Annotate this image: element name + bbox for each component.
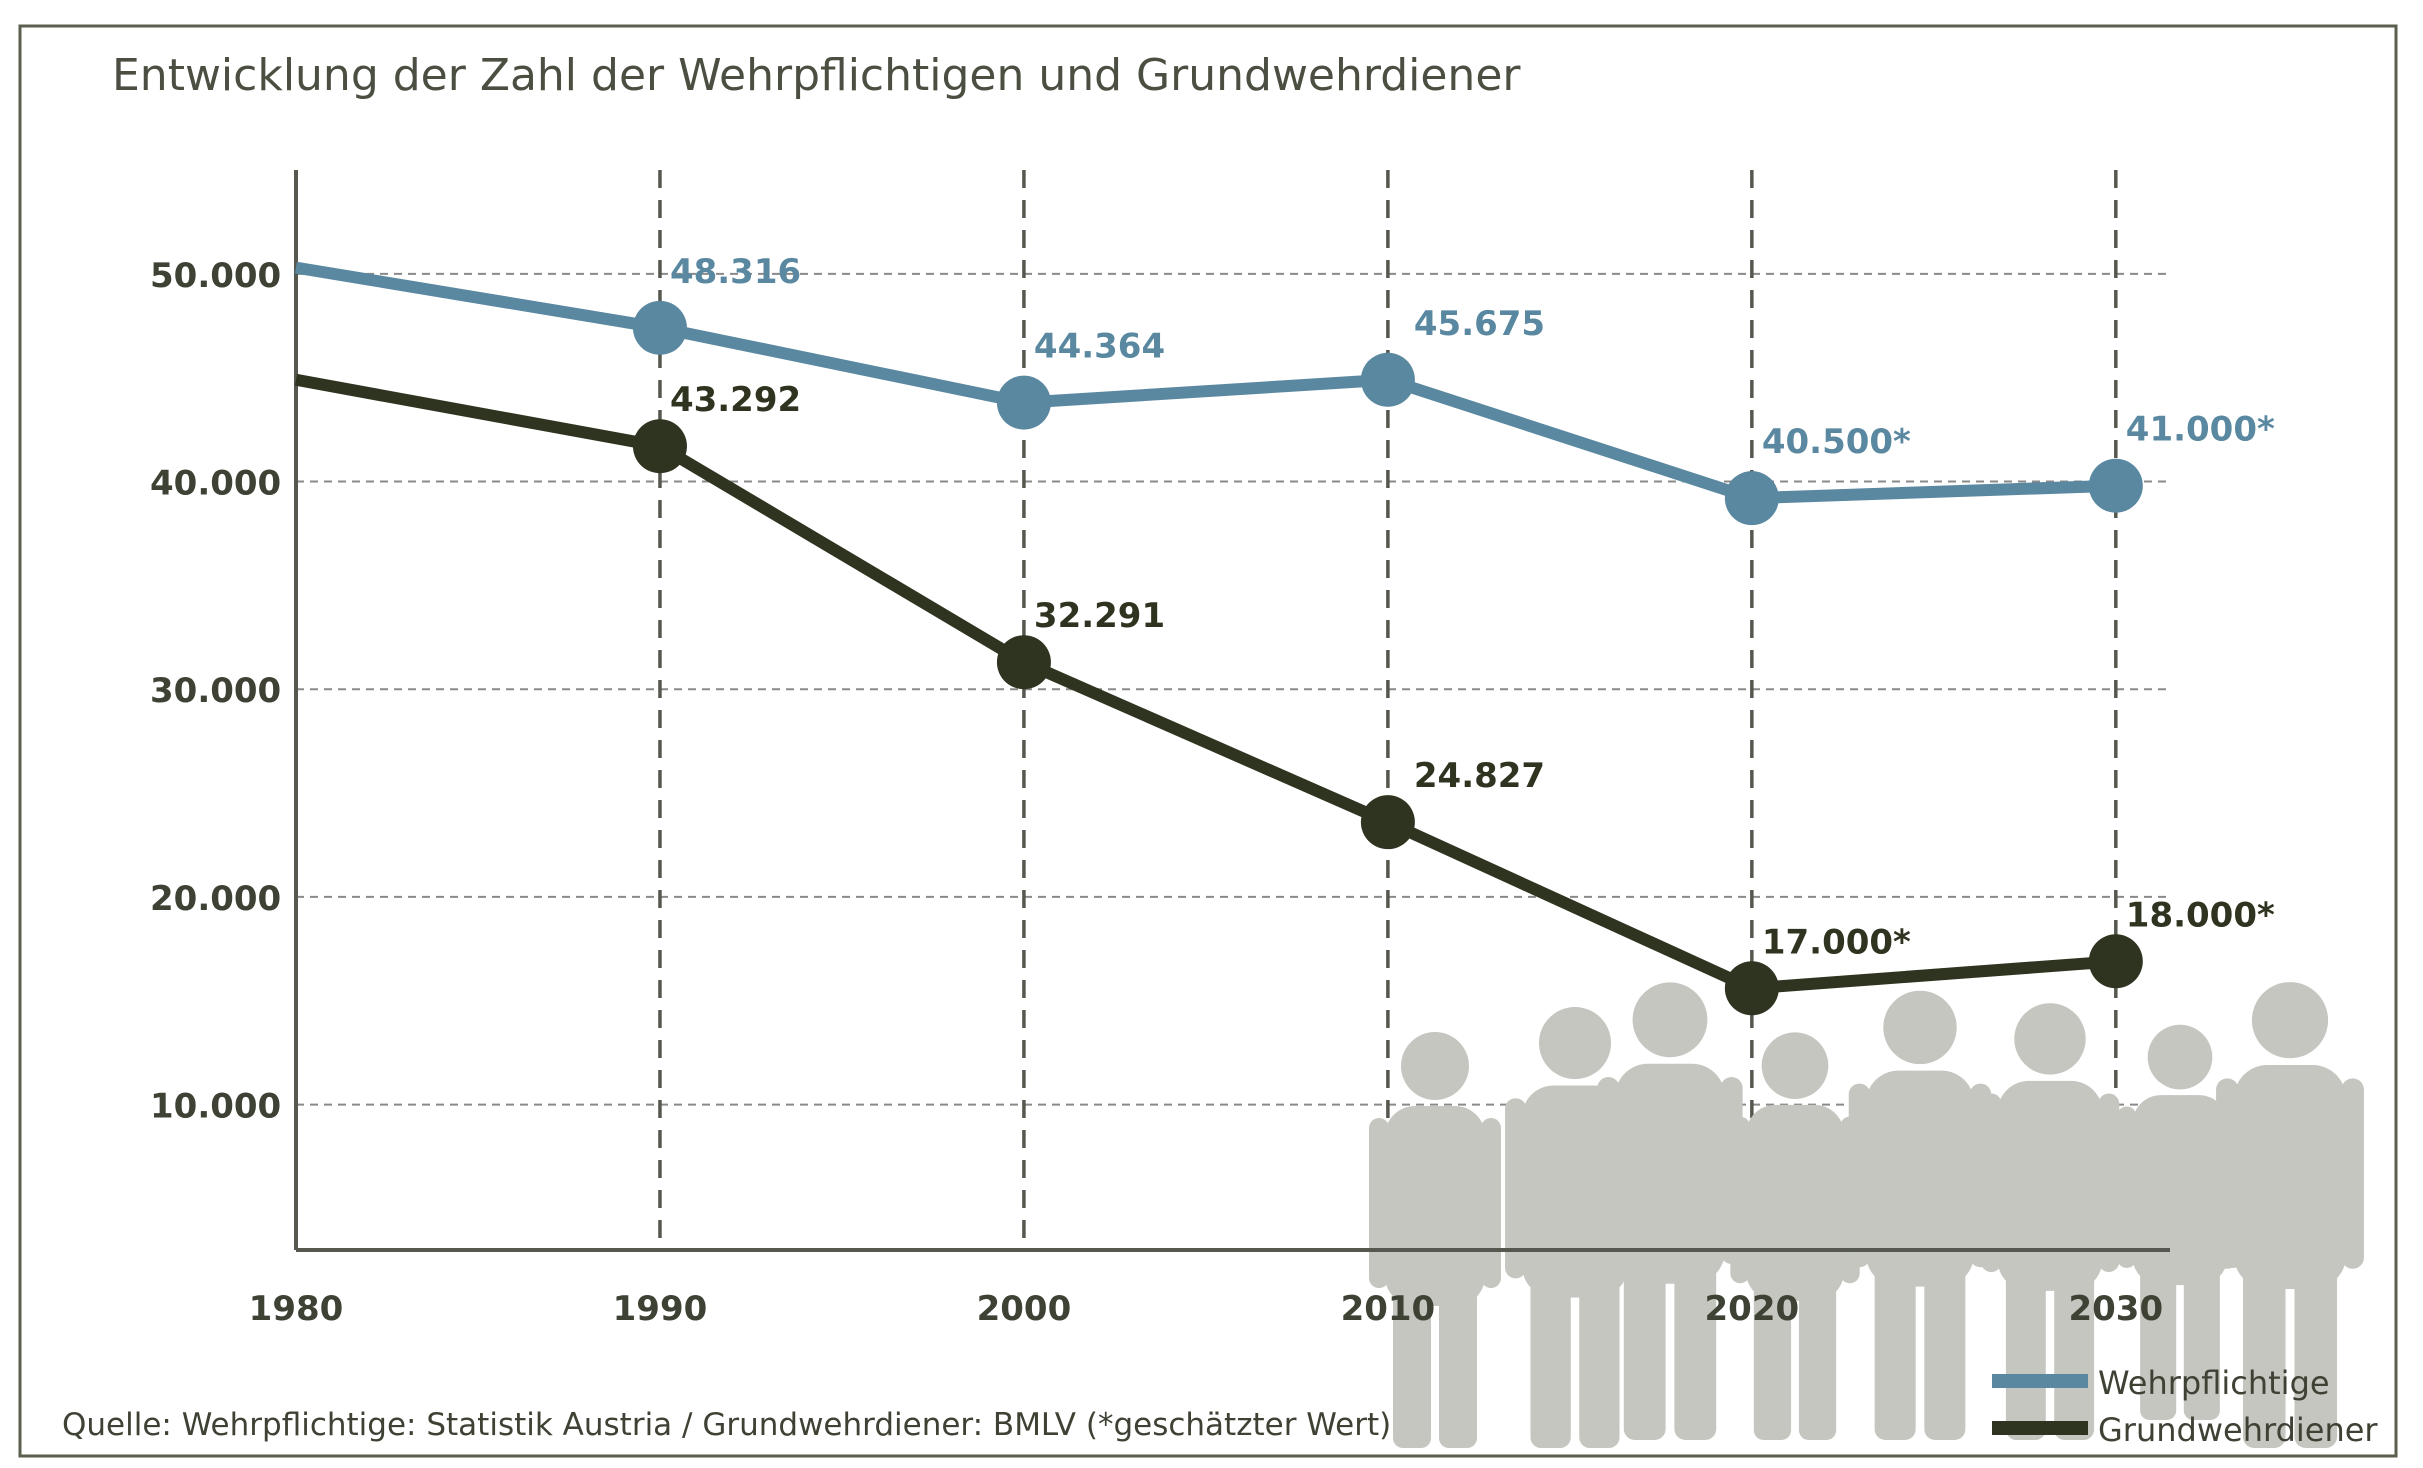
x-tick-label: 2000 (977, 1289, 1072, 1329)
data-value-label: 43.292 (670, 380, 801, 420)
source-note: Quelle: Wehrpflichtige: Statistik Austri… (62, 1407, 1391, 1443)
person-leg (2242, 1257, 2286, 1448)
y-tick-label: 50.000 (150, 256, 281, 296)
legend: Wehrpflichtige Grundwehrdiener (1992, 1364, 2378, 1449)
person-torso (2132, 1095, 2228, 1286)
person-leg (2183, 1258, 2220, 1420)
person-head (2147, 1024, 2213, 1090)
person-torso (1746, 1104, 1844, 1301)
axis-layer: 10.000 20.000 30.000 40.000 50.000 1980 1990 20… (150, 170, 2170, 1329)
person-torso (1385, 1106, 1485, 1306)
person-silhouette (2216, 982, 2364, 1448)
series-line-grundwehrdiener (294, 373, 2117, 995)
person-head (1538, 1007, 1612, 1080)
person-arm (2216, 1078, 2239, 1269)
person-head (2014, 1003, 2086, 1075)
person-leg (2054, 1261, 2095, 1440)
person-arm (1848, 1083, 1871, 1268)
person-arm (1481, 1118, 1501, 1288)
data-point-marker (996, 375, 1051, 430)
person-arm (2098, 1093, 2120, 1272)
person-torso (1866, 1070, 1974, 1287)
person-leg (2005, 1261, 2046, 1440)
data-value-label: 24.827 (1414, 756, 1545, 796)
person-arm (2341, 1078, 2364, 1269)
x-tick-label: 1990 (613, 1289, 708, 1329)
person-arm (1505, 1098, 1527, 1279)
data-value-label: 48.316 (670, 252, 801, 292)
y-tick-label: 30.000 (150, 671, 281, 711)
person-arm (1597, 1077, 1620, 1264)
data-label-layer: 48.316 44.364 45.675 40.500* 41.000* 43.292 32… (670, 252, 2275, 962)
person-leg (2294, 1257, 2338, 1448)
person-torso (2234, 1064, 2346, 1289)
grid-layer (296, 170, 2170, 1250)
x-tick-label: 2020 (1705, 1289, 1800, 1329)
person-leg (1924, 1256, 1966, 1440)
legend-label-wehrpflichtige: Wehrpflichtige (2098, 1364, 2330, 1402)
people-silhouettes (1369, 982, 2364, 1448)
person-head (2251, 982, 2329, 1059)
person-torso (1997, 1080, 2103, 1291)
person-head (1761, 1032, 1829, 1099)
x-tick-label: 1980 (249, 1289, 344, 1329)
data-value-label: 41.000* (2126, 410, 2275, 450)
legend-label-grundwehrdiener: Grundwehrdiener (2098, 1411, 2378, 1449)
person-leg (1393, 1278, 1431, 1448)
person-silhouette (1980, 1003, 2120, 1440)
person-silhouette (1369, 1032, 1501, 1448)
data-point-marker (1724, 961, 1779, 1016)
person-arm (1980, 1093, 2002, 1272)
y-tick-label: 40.000 (150, 464, 281, 504)
data-point-marker (1360, 352, 1415, 407)
data-value-label: 45.675 (1414, 304, 1545, 344)
data-value-label: 18.000* (2126, 895, 2275, 935)
data-point-marker (1724, 471, 1779, 526)
data-point-marker (2088, 458, 2143, 513)
y-tick-label: 10.000 (150, 1087, 281, 1127)
person-leg (1530, 1267, 1571, 1448)
data-point-marker (632, 419, 687, 474)
person-torso (1615, 1063, 1725, 1284)
data-point-marker (632, 300, 687, 355)
data-value-label: 44.364 (1034, 327, 1165, 367)
person-silhouette (1848, 990, 1992, 1440)
person-leg (2140, 1258, 2177, 1420)
series-layer (294, 261, 2143, 1016)
person-leg (1798, 1273, 1837, 1440)
data-value-label: 32.291 (1034, 596, 1165, 636)
person-leg (1579, 1267, 1620, 1448)
person-arm (1369, 1118, 1389, 1288)
x-tick-label: 2030 (2068, 1289, 2163, 1329)
x-tick-label: 2010 (1341, 1289, 1436, 1329)
person-leg (1874, 1256, 1916, 1440)
series-line-wehrpflichtige (295, 261, 2117, 505)
person-arm (1730, 1116, 1750, 1284)
person-leg (1623, 1253, 1666, 1440)
person-silhouette (2117, 1024, 2243, 1420)
data-value-label: 40.500* (1762, 422, 1911, 462)
person-head (1401, 1032, 1469, 1100)
person-head (1632, 982, 1708, 1058)
person-arm (2117, 1106, 2137, 1268)
data-value-label: 17.000* (1762, 922, 1911, 962)
data-point-marker (2088, 934, 2143, 989)
person-leg (1439, 1278, 1477, 1448)
chart-title: Entwicklung der Zahl der Wehrpflichtigen… (112, 50, 1521, 101)
data-point-marker (1360, 795, 1415, 850)
y-tick-label: 20.000 (150, 879, 281, 919)
person-leg (1753, 1273, 1792, 1440)
data-point-marker (996, 635, 1051, 690)
person-leg (1674, 1253, 1717, 1440)
person-head (1883, 990, 1957, 1065)
